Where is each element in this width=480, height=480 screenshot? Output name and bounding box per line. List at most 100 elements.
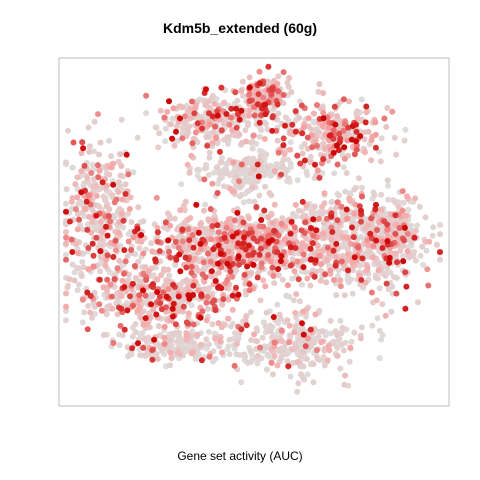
scatter-point [134, 225, 141, 232]
scatter-point [263, 151, 270, 158]
scatter-point [280, 142, 287, 149]
scatter-point [161, 323, 168, 330]
scatter-point [143, 92, 150, 99]
scatter-point [351, 329, 358, 336]
scatter-point [262, 111, 269, 118]
scatter-point [197, 341, 204, 348]
scatter-point [175, 336, 182, 343]
scatter-point [298, 102, 305, 109]
scatter-point [217, 159, 224, 166]
scatter-point [121, 270, 127, 277]
scatter-point [63, 159, 69, 166]
scatter-point [108, 164, 114, 171]
scatter-point [187, 115, 194, 122]
scatter-point [246, 84, 253, 91]
scatter-point [330, 127, 337, 134]
scatter-point [385, 196, 392, 203]
scatter-point [165, 266, 172, 273]
scatter-point [256, 192, 263, 199]
scatter-point [203, 317, 210, 324]
scatter-point [117, 151, 124, 158]
scatter-point [169, 135, 176, 142]
scatter-point [261, 136, 268, 142]
scatter-point [161, 341, 168, 347]
scatter-point [284, 317, 291, 324]
scatter-point [203, 86, 209, 93]
scatter-point [233, 267, 240, 274]
scatter-point [383, 280, 390, 287]
scatter-point [254, 360, 261, 367]
scatter-point [74, 194, 81, 201]
scatter-point [278, 338, 285, 344]
scatter-point [233, 230, 240, 237]
scatter-point [183, 319, 190, 326]
scatter-point [269, 334, 276, 341]
scatter-point [202, 102, 209, 108]
scatter-point [339, 241, 346, 248]
scatter-point [148, 301, 154, 308]
scatter-point [192, 129, 199, 136]
scatter-point [365, 242, 372, 249]
scatter-point [173, 128, 179, 135]
scatter-point [203, 134, 210, 140]
scatter-point [249, 145, 256, 152]
scatter-point [205, 216, 212, 223]
scatter-point [422, 214, 429, 221]
scatter-point [262, 183, 268, 190]
scatter-point [177, 115, 183, 122]
scatter-point [127, 228, 134, 235]
scatter-point [224, 346, 231, 353]
scatter-point [222, 165, 229, 171]
scatter-point [319, 203, 325, 210]
scatter-point [265, 232, 272, 239]
scatter-point [365, 128, 372, 135]
scatter-point [85, 124, 92, 131]
scatter-point [302, 219, 309, 226]
scatter-point [211, 100, 218, 107]
scatter-point [96, 151, 102, 158]
scatter-point [97, 248, 104, 255]
scatter-point [179, 226, 186, 233]
scatter-point [374, 315, 381, 322]
scatter-point [229, 127, 236, 134]
scatter-point [150, 306, 157, 313]
scatter-point [349, 290, 356, 297]
scatter-point [315, 252, 322, 259]
scatter-point [68, 236, 75, 243]
scatter-point [304, 275, 311, 282]
scatter-point [255, 91, 262, 98]
scatter-point [151, 336, 158, 343]
scatter-point [312, 161, 318, 168]
scatter-point [170, 330, 177, 337]
scatter-point [437, 256, 443, 263]
scatter-point [186, 295, 193, 302]
scatter-point [287, 373, 294, 380]
scatter-point [309, 240, 316, 247]
scatter-point [190, 340, 197, 347]
scatter-point [226, 121, 233, 128]
scatter-point [280, 135, 287, 142]
scatter-point [150, 281, 156, 288]
scatter-point [219, 301, 226, 308]
scatter-point [111, 276, 118, 283]
scatter-point [314, 142, 320, 149]
scatter-point [146, 268, 152, 274]
scatter-point [102, 195, 109, 202]
scatter-point [90, 176, 97, 183]
scatter-point [323, 279, 330, 286]
scatter-point [353, 138, 360, 145]
scatter-point [262, 101, 269, 108]
scatter-point [357, 335, 364, 342]
scatter-point [353, 128, 360, 135]
scatter-point [109, 305, 116, 312]
scatter-point [369, 254, 376, 261]
scatter-point [326, 347, 333, 354]
scatter-point [269, 219, 276, 226]
scatter-point [241, 234, 247, 241]
scatter-point [362, 149, 368, 156]
scatter-point [401, 137, 408, 144]
scatter-point [202, 201, 209, 208]
scatter-point [333, 292, 340, 299]
scatter-point [401, 237, 407, 244]
